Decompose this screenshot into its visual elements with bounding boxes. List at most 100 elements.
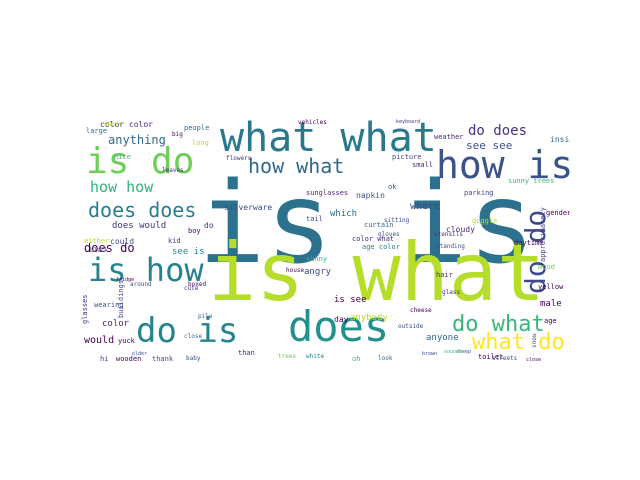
word: is see [334, 295, 367, 305]
word: does would [112, 221, 167, 231]
word: long [192, 139, 209, 147]
word: large [86, 127, 108, 135]
word: is how [88, 251, 204, 289]
word: curtain [364, 221, 394, 229]
word: does do [84, 241, 135, 255]
word: outside [398, 323, 424, 330]
word: either [84, 237, 110, 245]
word: flowers [226, 155, 252, 162]
word: keyboard [396, 119, 421, 125]
word: color [102, 319, 130, 329]
word: anything [108, 133, 166, 147]
word: which [330, 209, 358, 219]
word: sunglasses [306, 189, 349, 197]
word: tail [306, 215, 323, 223]
word: is what [208, 226, 546, 319]
word: does [288, 302, 390, 351]
word: close [526, 357, 542, 363]
word: ok [388, 183, 397, 191]
word: what what [220, 118, 437, 161]
word: do [204, 221, 214, 230]
word: age [544, 317, 557, 325]
word: sunny trees [508, 177, 555, 185]
word: pile [198, 313, 213, 320]
word: fridge [116, 277, 135, 283]
word: does does [88, 198, 197, 222]
word: mood [538, 263, 555, 271]
word: weather [434, 133, 464, 141]
word: boxed [188, 281, 207, 288]
word: big [172, 131, 183, 138]
word-cloud: is is is what what what is do does do is… [80, 118, 570, 366]
word: yuck [118, 337, 135, 345]
word: toilet [478, 353, 504, 361]
word: standing [436, 243, 465, 250]
word: is is [198, 159, 536, 289]
word: wooden [116, 355, 142, 363]
word: color color [100, 120, 153, 129]
word: house [286, 267, 305, 274]
word: older [132, 351, 148, 357]
word: wearing [94, 301, 124, 309]
word: cheese [410, 307, 432, 314]
word: do what [452, 312, 545, 337]
word: parking [464, 189, 494, 197]
word: napkin [356, 191, 385, 200]
word: glass [442, 289, 461, 296]
word: gender [546, 209, 570, 217]
word: see is [172, 247, 205, 257]
word: white [306, 353, 325, 360]
word: brown [422, 351, 438, 357]
word: gloves [378, 231, 400, 238]
word: what do [472, 330, 565, 355]
word: trees [278, 353, 297, 360]
word: see see [466, 139, 513, 152]
word: is do [86, 141, 195, 182]
word: than [238, 349, 255, 357]
word: oh [352, 355, 361, 363]
word: approximately [539, 207, 547, 262]
word: short [104, 121, 123, 128]
word: do does [468, 123, 528, 139]
word: picture [392, 153, 422, 161]
word: thank [152, 355, 174, 363]
word: could [110, 237, 135, 246]
word: boy [188, 227, 201, 235]
word: buildings [117, 280, 125, 318]
word: around [130, 281, 152, 288]
word: silverware [224, 203, 273, 212]
word: do is [136, 311, 239, 351]
word: snow [531, 333, 538, 348]
word: baby [186, 355, 201, 362]
word: cloudy [446, 225, 475, 234]
word: kid [168, 237, 181, 245]
word: sunny [306, 255, 328, 263]
word: how how [90, 178, 154, 196]
word: day [334, 315, 349, 324]
word: cute [184, 285, 199, 292]
word: leaves [162, 167, 184, 174]
word: yellow [538, 283, 564, 291]
word: daytime [514, 239, 544, 247]
word: anybody [350, 313, 388, 323]
word: small [412, 161, 434, 169]
word: nice [114, 153, 131, 161]
word: vehicles [298, 119, 327, 126]
word: utensils [434, 231, 463, 238]
word: sitting [384, 217, 410, 224]
word: hair [436, 271, 453, 279]
word: sheep [456, 349, 472, 355]
word: black [90, 247, 109, 254]
word: age color [362, 243, 400, 251]
word: sounds [444, 349, 463, 355]
word: where [410, 201, 441, 212]
word: streets [492, 355, 518, 362]
word: look [378, 355, 393, 362]
word: color what [352, 235, 395, 243]
word: male [540, 299, 562, 309]
word: glasses [81, 294, 89, 324]
word: close [184, 333, 203, 340]
word: people [184, 124, 210, 132]
word: anyone [426, 333, 459, 343]
word: hi [100, 355, 109, 363]
